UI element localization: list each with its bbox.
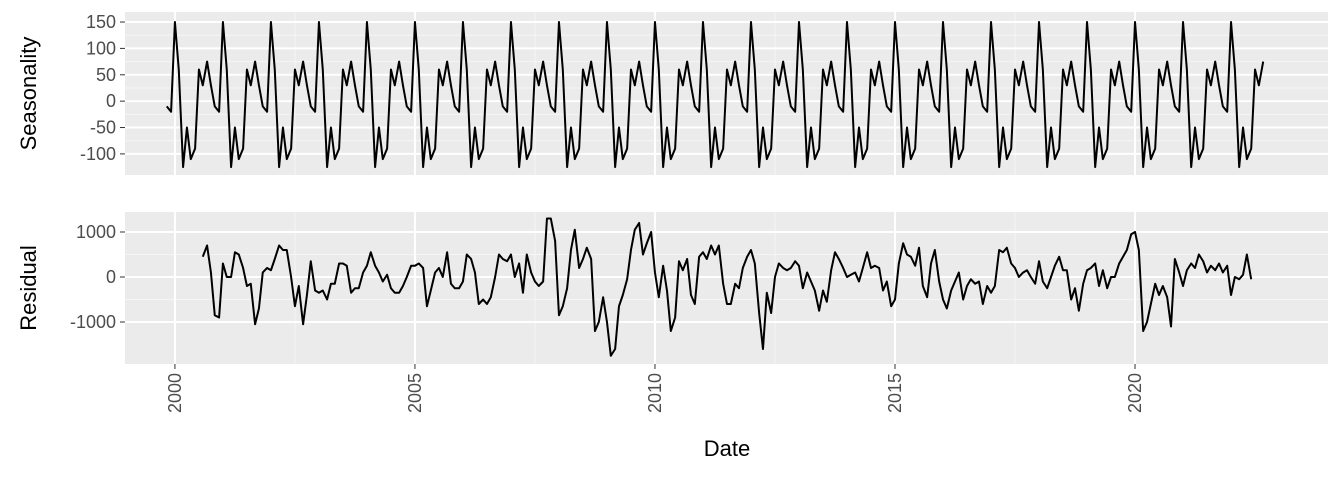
x-tick-label: 2010 — [645, 373, 665, 413]
y-tick-label: 0 — [106, 267, 116, 287]
x-tick-label: 2015 — [885, 373, 905, 413]
x-tick-label: 2005 — [405, 373, 425, 413]
y-tick-label: 1000 — [76, 222, 116, 242]
y-axis-title: Seasonality — [16, 37, 41, 151]
y-tick-label: 0 — [106, 91, 116, 111]
panel-background — [125, 212, 1328, 364]
y-tick-label: 50 — [96, 65, 116, 85]
x-axis-title: Date — [704, 436, 750, 461]
y-tick-label: 150 — [86, 12, 116, 32]
series-line — [201, 217, 1253, 357]
x-tick-label: 2000 — [165, 373, 185, 413]
y-tick-label: -50 — [90, 118, 116, 138]
series-line — [165, 21, 1265, 169]
x-tick-label: 2020 — [1125, 373, 1145, 413]
y-tick-label: -100 — [80, 144, 116, 164]
y-axis-title: Residual — [16, 245, 41, 331]
y-tick-label: -1000 — [70, 312, 116, 332]
y-tick-label: 100 — [86, 38, 116, 58]
